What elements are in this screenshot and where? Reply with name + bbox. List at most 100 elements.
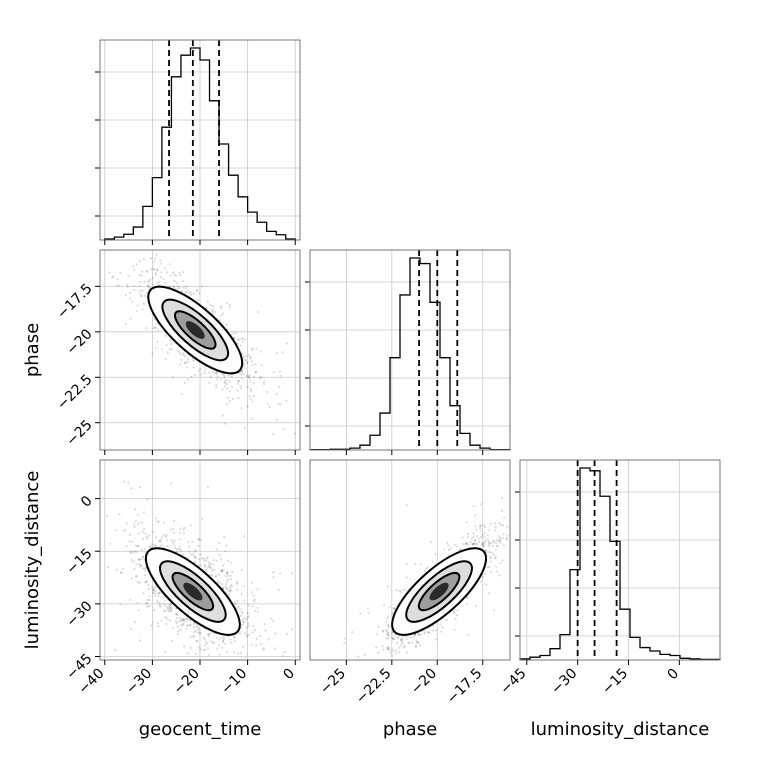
scatter-point — [205, 570, 208, 574]
scatter-point — [229, 561, 233, 564]
scatter-point — [176, 349, 179, 353]
scatter-point — [165, 616, 168, 619]
scatter-point — [179, 538, 182, 541]
scatter-point — [153, 592, 156, 595]
scatter-point — [211, 310, 214, 313]
scatter-point — [119, 603, 122, 606]
scatter-point — [228, 380, 231, 383]
scatter-point — [161, 348, 164, 351]
xtick-label: −20 — [408, 666, 440, 698]
scatter-point — [479, 524, 482, 527]
scatter-point — [152, 589, 155, 592]
scatter-point — [209, 304, 212, 307]
scatter-point — [250, 581, 253, 584]
scatter-point — [165, 622, 168, 626]
scatter-point — [125, 283, 128, 286]
scatter-point — [488, 541, 491, 544]
scatter-point — [141, 530, 144, 533]
scatter-point — [170, 608, 173, 612]
scatter-point — [176, 632, 180, 636]
scatter-point — [230, 641, 233, 644]
scatter-point — [170, 343, 173, 346]
scatter-point — [275, 393, 278, 396]
scatter-point — [148, 605, 151, 608]
scatter-point — [168, 610, 171, 613]
scatter-point — [259, 377, 262, 380]
ytick-label: −30 — [63, 598, 95, 630]
scatter-point — [155, 599, 158, 602]
scatter-point — [482, 542, 485, 545]
scatter-point — [482, 545, 485, 548]
histogram-step-hist-luminosity_distance — [519, 467, 721, 661]
scatter-point — [215, 548, 218, 551]
scatter-point — [159, 540, 162, 543]
scatter-point — [194, 560, 197, 563]
scatter-point — [109, 542, 112, 545]
scatter-point — [153, 318, 156, 321]
scatter-point — [418, 644, 422, 647]
scatter-point — [215, 386, 218, 389]
scatter-point — [425, 567, 428, 570]
histogram-step-hist-phase — [309, 257, 511, 451]
scatter-point — [138, 559, 141, 562]
scatter-point — [447, 544, 450, 547]
scatter-point — [201, 517, 204, 521]
scatter-point — [152, 620, 155, 623]
scatter-point — [251, 347, 254, 350]
scatter-point — [479, 580, 482, 583]
scatter-point — [256, 610, 259, 613]
scatter-point — [491, 540, 494, 543]
scatter-point — [129, 551, 132, 555]
scatter-point — [193, 631, 196, 634]
scatter-point — [226, 587, 229, 590]
scatter-point — [243, 599, 246, 602]
scatter-point — [233, 651, 236, 654]
scatter-point — [218, 581, 221, 584]
scatter-point — [154, 589, 157, 593]
scatter-point — [472, 542, 475, 546]
scatter-point — [128, 533, 131, 536]
scatter-point — [212, 308, 215, 311]
scatter-point — [154, 326, 157, 329]
scatter-point — [484, 526, 487, 529]
scatter-point — [231, 570, 234, 574]
scatter-point — [484, 549, 487, 552]
scatter-point — [278, 572, 282, 575]
scatter-point — [115, 568, 118, 571]
scatter-point — [152, 587, 155, 590]
scatter-point — [220, 558, 223, 561]
scatter-point — [164, 610, 167, 613]
scatter-point — [209, 566, 212, 569]
scatter-point — [163, 282, 167, 285]
scatter-point — [179, 628, 182, 631]
scatter-point — [212, 641, 215, 644]
scatter-point — [275, 418, 278, 422]
scatter-point — [180, 618, 183, 621]
scatter-point — [169, 605, 172, 608]
scatter-point — [385, 628, 388, 632]
scatter-point — [387, 646, 390, 650]
scatter-point — [381, 645, 384, 648]
scatter-point — [224, 385, 227, 388]
scatter-point — [247, 354, 250, 357]
scatter-point — [223, 382, 226, 385]
scatter-point — [243, 427, 246, 430]
scatter-point — [150, 543, 153, 546]
scatter-point — [197, 627, 200, 630]
scatter-point — [144, 532, 147, 535]
scatter-point — [194, 557, 197, 560]
scatter-point — [468, 545, 471, 549]
scatter-point — [277, 402, 280, 406]
scatter-point — [226, 572, 229, 575]
scatter-point — [251, 349, 254, 352]
scatter-point — [118, 513, 121, 516]
density-contour-3 — [429, 582, 449, 601]
scatter-point — [207, 653, 210, 657]
scatter-point — [229, 589, 232, 592]
scatter-point — [192, 292, 195, 295]
scatter-point — [149, 278, 152, 281]
scatter-point — [387, 626, 390, 629]
scatter-point — [239, 632, 242, 635]
scatter-point — [154, 545, 157, 548]
scatter-point — [385, 647, 388, 650]
